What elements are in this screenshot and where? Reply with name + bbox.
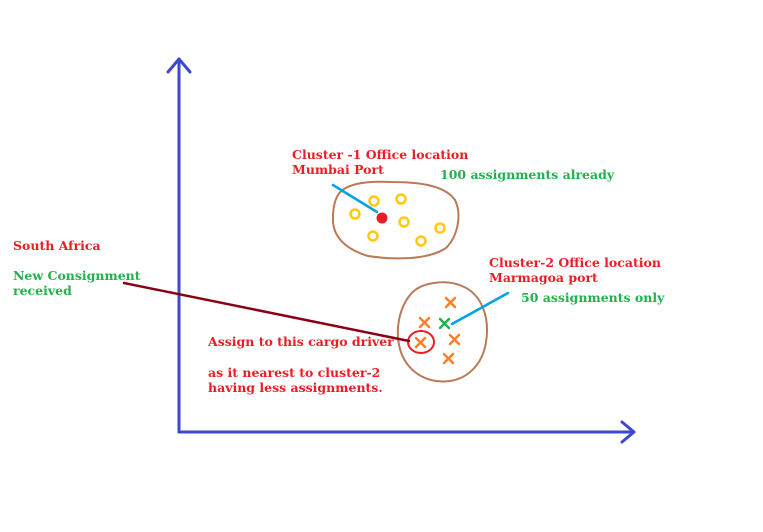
cluster-1-point (367, 230, 379, 242)
assign-instruction: Assign to this cargo driver (207, 334, 394, 349)
cluster-1-point (434, 222, 446, 234)
new-consignment-received-label: received (13, 283, 72, 298)
cluster-2-point (414, 336, 427, 349)
cluster-1-subtitle: Mumbai Port (292, 162, 384, 177)
cluster-1-assignments: 100 assignments already (440, 167, 615, 182)
x-axis-arrowhead (620, 420, 636, 444)
cluster-1-title: Cluster -1 Office location (292, 147, 468, 162)
cluster-1-center (376, 212, 388, 224)
cluster-1-point (368, 195, 380, 207)
cluster-1-points (349, 193, 446, 247)
consignment-line (122, 281, 411, 343)
cluster-2-point (442, 352, 455, 365)
cluster-2-point (418, 316, 431, 329)
cluster-2-center (438, 317, 451, 330)
assign-reason: as it nearest to cluster-2 (208, 365, 380, 380)
axes (166, 57, 636, 444)
cluster-2-point (448, 333, 461, 346)
new-consignment-label: New Consignment (13, 268, 141, 283)
y-axis-arrowhead (166, 57, 192, 74)
cluster-1-point (398, 216, 410, 228)
cluster-2-subtitle: Marmagoa port (489, 270, 598, 285)
cluster-2-title: Cluster-2 Office location (489, 255, 661, 270)
cluster-1-point (395, 193, 407, 205)
south-africa-label: South Africa (13, 238, 101, 253)
cluster-1-boundary (331, 180, 460, 260)
cluster-2-point (444, 296, 457, 309)
cluster-1-point (415, 235, 427, 247)
cluster-2-boundary (396, 281, 488, 383)
cluster-2-points (414, 296, 461, 365)
cluster-2-assignments: 50 assignments only (521, 290, 665, 305)
cluster-1-pointer (331, 183, 379, 214)
cluster-2-pointer (450, 291, 510, 326)
assign-reason-continued: having less assignments. (208, 380, 383, 395)
cluster-1-point (349, 208, 361, 220)
